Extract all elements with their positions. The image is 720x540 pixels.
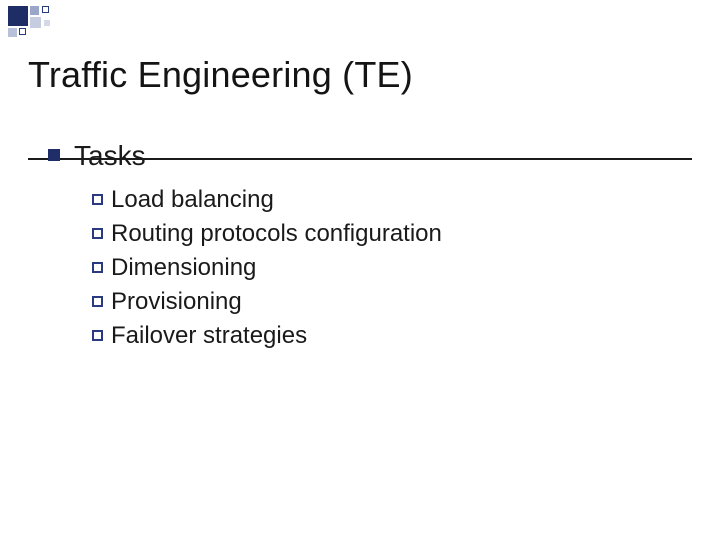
slide: Traffic Engineering (TE) Tasks Load bala…: [0, 0, 720, 540]
bullet-lvl2: Load balancing: [92, 186, 680, 214]
lvl2-text: Load balancing: [111, 186, 274, 214]
slide-title: Traffic Engineering (TE): [28, 54, 692, 96]
sublist: Load balancing Routing protocols configur…: [92, 186, 680, 350]
square-bullet-outline-icon: [92, 262, 103, 273]
decor-square: [42, 6, 49, 13]
lvl2-text: Routing protocols configuration: [111, 220, 442, 248]
bullet-lvl2: Failover strategies: [92, 322, 680, 350]
square-bullet-outline-icon: [92, 194, 103, 205]
slide-body: Tasks Load balancing Routing protocols co…: [48, 140, 680, 356]
decor-square: [8, 28, 17, 37]
decor-square: [19, 28, 26, 35]
lvl2-text: Dimensioning: [111, 254, 256, 282]
bullet-lvl1: Tasks: [48, 140, 680, 172]
square-bullet-filled-icon: [48, 149, 60, 161]
square-bullet-outline-icon: [92, 330, 103, 341]
decor-square: [8, 6, 28, 26]
lvl1-text: Tasks: [74, 140, 146, 172]
lvl2-text: Provisioning: [111, 288, 242, 316]
bullet-lvl2: Routing protocols configuration: [92, 220, 680, 248]
decor-square: [30, 6, 39, 15]
square-bullet-outline-icon: [92, 296, 103, 307]
square-bullet-outline-icon: [92, 228, 103, 239]
title-area: Traffic Engineering (TE): [28, 54, 692, 96]
lvl2-text: Failover strategies: [111, 322, 307, 350]
decor-square: [30, 17, 41, 28]
corner-decor: [8, 6, 128, 42]
bullet-lvl2: Dimensioning: [92, 254, 680, 282]
bullet-lvl2: Provisioning: [92, 288, 680, 316]
decor-square: [44, 20, 50, 26]
